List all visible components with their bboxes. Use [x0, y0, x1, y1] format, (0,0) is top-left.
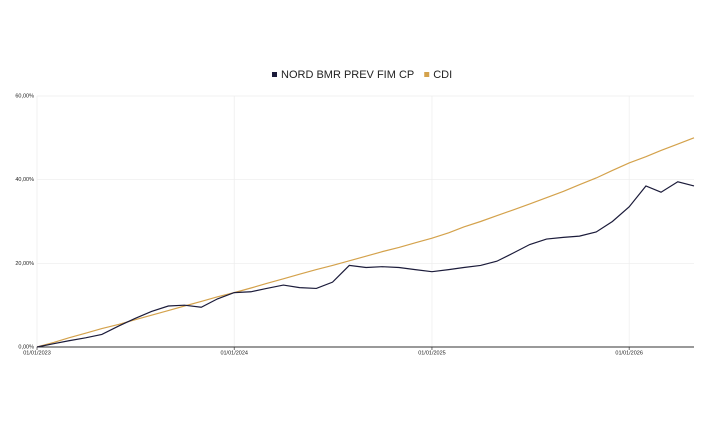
legend-swatch	[424, 72, 430, 77]
series-line	[36, 181, 695, 348]
series-line	[36, 137, 695, 348]
x-tick-label: 01/01/2025	[418, 350, 446, 356]
legend-label: NORD BMR PREV FIM CP	[281, 69, 414, 81]
x-tick-label: 01/01/2026	[615, 350, 643, 356]
legend-swatch	[272, 72, 277, 77]
y-tick-label: 0,00%	[18, 344, 34, 350]
y-tick-label: 60,00%	[15, 93, 34, 99]
x-tick-label: 01/01/2024	[220, 350, 248, 356]
x-tick-label: 01/01/2023	[23, 350, 51, 356]
y-tick-label: 40,00%	[15, 177, 34, 183]
legend-label: CDI	[433, 69, 452, 81]
y-tick-label: 20,00%	[15, 261, 34, 267]
